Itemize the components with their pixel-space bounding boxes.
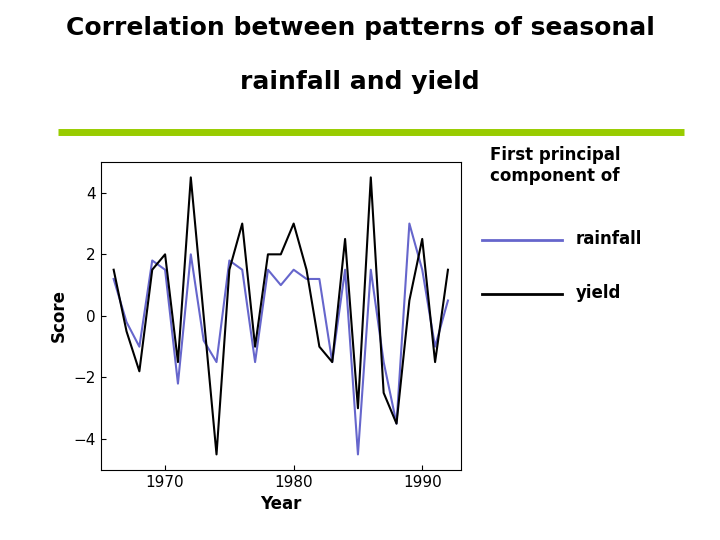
Text: Correlation between patterns of seasonal: Correlation between patterns of seasonal (66, 16, 654, 40)
Text: yield: yield (576, 284, 621, 302)
X-axis label: Year: Year (260, 495, 302, 513)
Text: rainfall and yield: rainfall and yield (240, 70, 480, 94)
Text: First principal
component of: First principal component of (490, 146, 620, 185)
Y-axis label: Score: Score (50, 289, 68, 342)
Text: rainfall: rainfall (576, 230, 642, 248)
